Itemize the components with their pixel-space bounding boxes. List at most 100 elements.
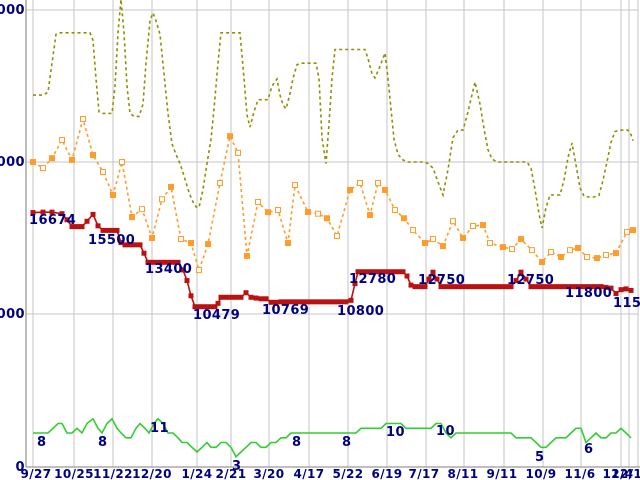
- low-series-marker: [365, 269, 371, 275]
- mid-series-marker: [235, 149, 241, 156]
- low-series-marker: [417, 284, 423, 290]
- mid-series-marker: [275, 207, 281, 214]
- low-series-marker: [588, 284, 594, 290]
- mid-series-marker: [624, 228, 630, 235]
- low-series-marker: [528, 284, 534, 290]
- y-tick-label: 0: [16, 460, 25, 475]
- low-series-marker: [114, 227, 120, 233]
- low-series-marker: [338, 299, 344, 305]
- low-series-marker: [145, 259, 151, 265]
- low-series-marker: [352, 281, 358, 287]
- mid-series-marker: [382, 186, 388, 193]
- mid-series-marker: [450, 218, 456, 225]
- mid-series-marker: [168, 183, 174, 190]
- low-series-value-label: 12780: [349, 272, 396, 287]
- low-series-marker: [318, 299, 324, 305]
- low-series-marker: [180, 267, 186, 273]
- low-series-marker: [293, 299, 299, 305]
- low-series-marker: [404, 273, 410, 279]
- mid-series-marker: [80, 115, 86, 122]
- low-series-marker: [184, 278, 190, 284]
- count-series-line: [33, 417, 632, 459]
- mid-series-marker: [285, 240, 291, 247]
- low-series-value-label: 12750: [507, 273, 554, 288]
- low-series-marker: [568, 284, 574, 290]
- low-series-marker: [593, 284, 599, 290]
- mid-series-marker: [30, 159, 36, 165]
- low-series-marker: [283, 299, 289, 305]
- mid-series-marker: [334, 233, 340, 240]
- low-series-marker: [618, 287, 624, 293]
- low-series-marker: [473, 284, 479, 290]
- low-series-marker: [548, 284, 554, 290]
- mid-series-marker: [255, 198, 261, 205]
- low-series-marker: [228, 294, 234, 300]
- low-series-value-label: 10769: [262, 303, 309, 318]
- mid-series-marker: [129, 214, 135, 221]
- low-series-marker: [448, 284, 454, 290]
- low-series-value-label: 15500: [88, 233, 135, 248]
- mid-series-marker: [188, 240, 194, 247]
- mid-series-marker: [347, 186, 353, 193]
- x-tick-label: 10/9: [525, 467, 556, 480]
- low-series-marker: [170, 259, 176, 265]
- mid-series-marker: [375, 179, 381, 186]
- x-tick-label: 10/25: [54, 467, 94, 480]
- low-series-marker: [623, 286, 629, 292]
- low-series-marker: [127, 242, 133, 248]
- low-series-marker: [278, 299, 284, 305]
- mid-series-marker: [594, 255, 600, 262]
- low-series-marker: [488, 284, 494, 290]
- mid-series-marker: [265, 209, 271, 216]
- low-series-marker: [578, 284, 584, 290]
- low-series-marker: [508, 284, 514, 290]
- low-series-value-label: 10800: [337, 304, 384, 319]
- low-series-marker: [468, 284, 474, 290]
- mid-series-marker: [205, 241, 211, 248]
- mid-series-marker: [149, 235, 155, 241]
- low-series-marker: [412, 284, 418, 290]
- low-series-marker: [438, 284, 444, 290]
- low-series-marker: [74, 224, 80, 230]
- x-tick-label: 5/22: [332, 467, 363, 480]
- low-series-marker: [263, 296, 269, 302]
- low-series-marker: [503, 284, 509, 290]
- x-tick-label: 9/11: [486, 467, 517, 480]
- low-series-marker: [207, 304, 213, 310]
- low-series-marker: [218, 294, 224, 300]
- count-series-value-label: 3: [232, 459, 241, 474]
- low-series-marker: [155, 259, 161, 265]
- low-series-marker: [202, 304, 208, 310]
- low-series-value-label: 13400: [145, 262, 192, 277]
- x-tick-label: 1/24: [181, 467, 212, 480]
- mid-series-marker: [440, 243, 446, 250]
- low-series-marker: [598, 284, 604, 290]
- low-series-marker: [30, 210, 36, 216]
- mid-series-marker: [217, 179, 223, 186]
- mid-series-marker: [392, 207, 398, 214]
- low-series-marker: [175, 259, 181, 265]
- x-tick-label: 7/17: [408, 467, 439, 480]
- low-series-marker: [583, 284, 589, 290]
- low-series-marker: [426, 276, 432, 282]
- x-tick-label: 6/19: [371, 467, 402, 480]
- x-tick-label: 9/27: [20, 467, 51, 480]
- low-series-marker: [628, 287, 634, 293]
- low-series-marker: [613, 290, 619, 296]
- low-series-marker: [355, 269, 361, 275]
- low-series-marker: [243, 290, 249, 296]
- low-series-marker: [212, 304, 218, 310]
- mid-series-marker: [630, 227, 636, 234]
- low-series-marker: [160, 259, 166, 265]
- low-series-marker: [453, 284, 459, 290]
- low-series-marker: [513, 278, 519, 284]
- mid-series-marker: [119, 159, 125, 165]
- low-series-marker: [375, 269, 381, 275]
- count-series-value-label: 8: [37, 435, 46, 450]
- mid-series-marker: [305, 209, 311, 216]
- mid-series-marker: [40, 165, 46, 172]
- mid-series-marker: [422, 240, 428, 247]
- low-series-marker: [192, 304, 198, 310]
- low-series-marker: [498, 284, 504, 290]
